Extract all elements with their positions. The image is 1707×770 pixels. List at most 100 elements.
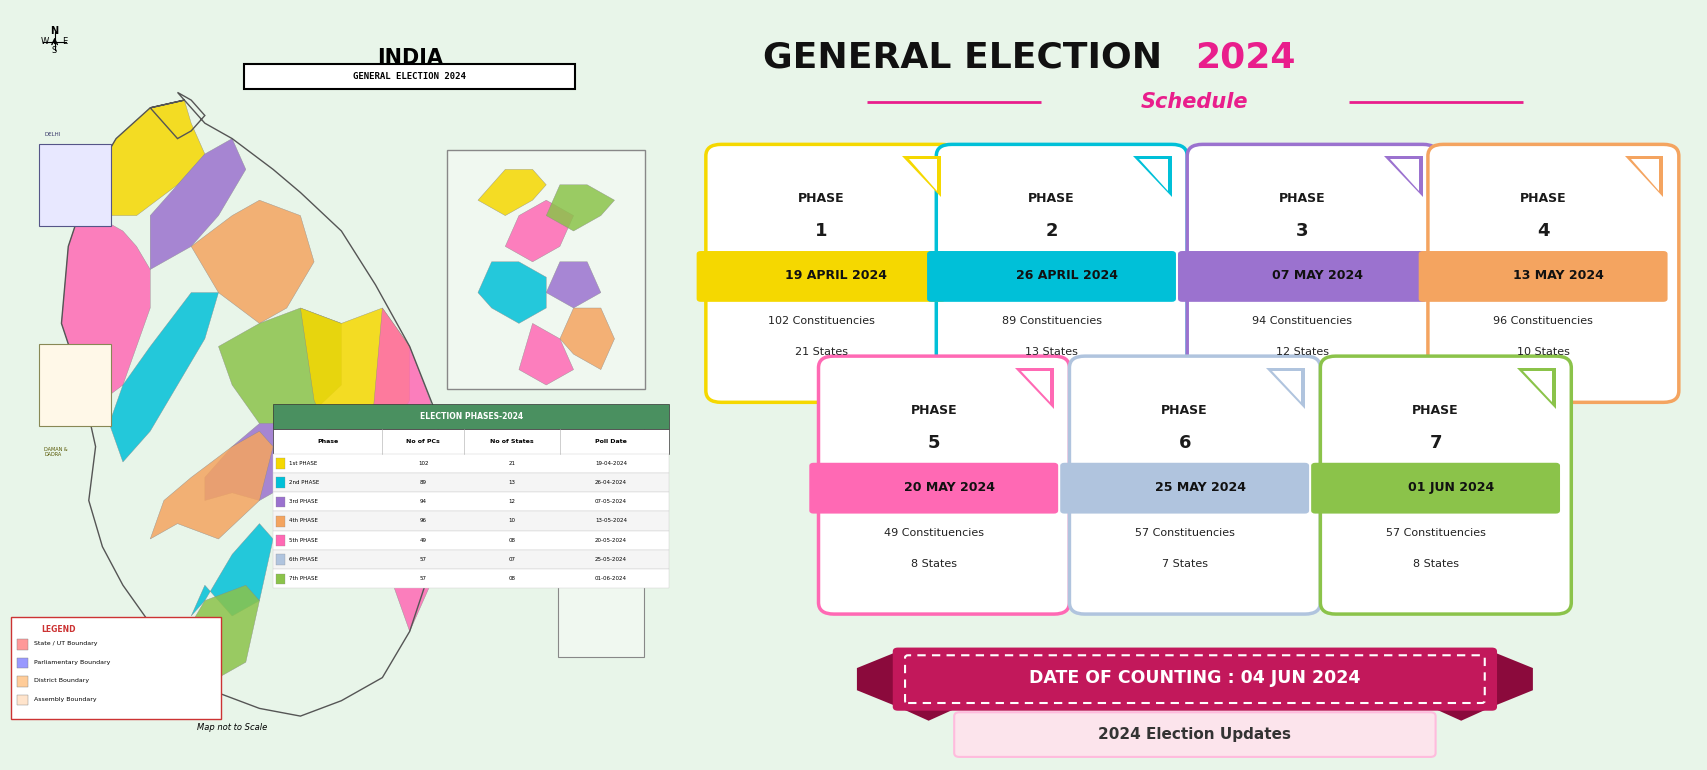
Text: 21: 21 [509,460,516,466]
Text: DAMAN &
DADRA: DAMAN & DADRA [44,447,68,457]
Text: 89: 89 [420,480,427,485]
Text: 8 States: 8 States [1413,559,1458,569]
Text: 8 States: 8 States [912,559,956,569]
Text: ELECTION PHASES-2024: ELECTION PHASES-2024 [420,412,522,421]
Text: 2nd PHASE: 2nd PHASE [288,480,319,485]
Text: S: S [51,45,58,55]
FancyBboxPatch shape [273,531,669,550]
Polygon shape [1139,159,1168,191]
FancyBboxPatch shape [273,550,669,569]
Text: 1st PHASE: 1st PHASE [288,460,318,466]
Text: 57 Constituencies: 57 Constituencies [1386,528,1485,538]
Text: 19 APRIL 2024: 19 APRIL 2024 [785,270,888,282]
Text: 94 Constituencies: 94 Constituencies [1253,316,1352,326]
Text: 10: 10 [509,518,516,524]
Polygon shape [908,159,937,191]
Text: 7 States: 7 States [1162,559,1207,569]
Text: E: E [61,37,68,46]
FancyBboxPatch shape [937,145,1188,402]
Text: PHASE: PHASE [1519,192,1567,205]
Text: 19-04-2024: 19-04-2024 [596,460,626,466]
FancyBboxPatch shape [10,617,222,719]
Text: 07-05-2024: 07-05-2024 [596,499,626,504]
FancyBboxPatch shape [954,712,1436,757]
Text: 57 Constituencies: 57 Constituencies [1135,528,1234,538]
Polygon shape [369,308,444,631]
FancyBboxPatch shape [277,554,285,565]
Text: 6th PHASE: 6th PHASE [288,557,318,562]
Polygon shape [1021,371,1050,403]
Text: 20 MAY 2024: 20 MAY 2024 [903,481,995,494]
Text: District Boundary: District Boundary [34,678,89,683]
Text: 49 Constituencies: 49 Constituencies [884,528,983,538]
Text: PHASE: PHASE [1412,403,1459,417]
FancyBboxPatch shape [277,497,285,507]
FancyBboxPatch shape [1419,251,1668,302]
Text: 12 States: 12 States [1275,347,1330,357]
FancyBboxPatch shape [17,639,27,650]
Polygon shape [191,200,314,323]
Polygon shape [1267,368,1304,409]
Text: Assembly Boundary: Assembly Boundary [34,697,97,701]
Polygon shape [1518,368,1557,409]
FancyBboxPatch shape [1060,463,1309,514]
Text: 2024 Election Updates: 2024 Election Updates [1098,727,1292,742]
Text: 7: 7 [1429,434,1442,452]
Polygon shape [164,585,259,685]
FancyBboxPatch shape [273,473,669,492]
Text: 5th PHASE: 5th PHASE [288,537,318,543]
Text: 94: 94 [420,499,427,504]
FancyBboxPatch shape [273,492,669,511]
FancyBboxPatch shape [447,150,645,389]
Text: DELHI: DELHI [44,132,61,137]
FancyBboxPatch shape [273,404,669,429]
Text: PHASE: PHASE [1028,192,1075,205]
Text: 96 Constituencies: 96 Constituencies [1494,316,1593,326]
Polygon shape [205,424,314,501]
Text: 102: 102 [418,460,428,466]
FancyBboxPatch shape [1427,145,1678,402]
Text: 25-05-2024: 25-05-2024 [596,557,626,562]
Polygon shape [857,651,898,707]
Text: 4th PHASE: 4th PHASE [288,518,318,524]
Text: 57: 57 [420,576,427,581]
FancyBboxPatch shape [277,574,285,584]
Polygon shape [560,308,615,370]
Polygon shape [89,100,205,216]
FancyBboxPatch shape [277,535,285,546]
Polygon shape [1389,159,1419,191]
Text: 01-06-2024: 01-06-2024 [596,576,626,581]
Text: 96: 96 [420,518,427,524]
Text: Poll Date: Poll Date [596,439,626,444]
FancyBboxPatch shape [558,421,644,657]
FancyBboxPatch shape [17,695,27,705]
FancyBboxPatch shape [927,251,1176,302]
FancyBboxPatch shape [696,251,946,302]
Polygon shape [191,524,273,616]
Polygon shape [478,262,546,323]
Text: 102 Constituencies: 102 Constituencies [768,316,874,326]
Text: 26-04-2024: 26-04-2024 [596,480,626,485]
Polygon shape [1430,707,1492,721]
Text: Phase: Phase [318,439,338,444]
FancyBboxPatch shape [893,648,1497,711]
FancyBboxPatch shape [819,356,1069,614]
Polygon shape [300,308,410,462]
Text: 26 APRIL 2024: 26 APRIL 2024 [1016,270,1118,282]
FancyBboxPatch shape [1188,145,1437,402]
Text: 08: 08 [509,537,516,543]
Text: 3rd PHASE: 3rd PHASE [288,499,318,504]
FancyBboxPatch shape [1069,356,1321,614]
Text: 01 JUN 2024: 01 JUN 2024 [1408,481,1494,494]
FancyBboxPatch shape [17,658,27,668]
FancyBboxPatch shape [39,144,111,226]
Text: PHASE: PHASE [1161,403,1209,417]
FancyBboxPatch shape [277,516,285,527]
Polygon shape [519,323,574,385]
Text: No of PCs: No of PCs [406,439,440,444]
Polygon shape [1630,159,1659,191]
Polygon shape [898,707,959,721]
Text: LEGEND: LEGEND [41,625,75,634]
FancyBboxPatch shape [273,429,669,454]
Text: 1: 1 [814,223,828,240]
